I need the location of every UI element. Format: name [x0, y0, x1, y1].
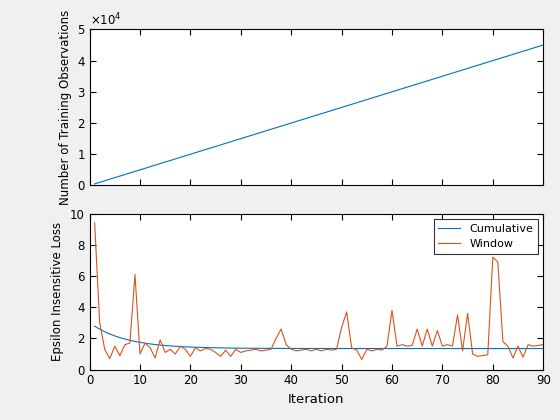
- Cumulative: [227, 346, 234, 351]
- Cumulative: [152, 342, 158, 347]
- Window: [525, 342, 531, 347]
- Window: [479, 353, 486, 358]
- Window: [91, 220, 98, 226]
- Window: [227, 354, 234, 359]
- Window: [152, 355, 158, 360]
- Window: [540, 342, 547, 347]
- Window: [469, 352, 476, 357]
- Cumulative: [464, 346, 471, 351]
- Window: [358, 357, 365, 362]
- Y-axis label: Epsilon Insensitive Loss: Epsilon Insensitive Loss: [52, 222, 64, 361]
- Cumulative: [404, 346, 410, 351]
- Window: [409, 343, 416, 348]
- Y-axis label: Number of Training Observations: Number of Training Observations: [59, 10, 72, 205]
- Cumulative: [91, 324, 98, 329]
- Cumulative: [474, 346, 481, 351]
- Cumulative: [540, 346, 547, 351]
- Line: Window: Window: [95, 223, 543, 360]
- X-axis label: Iteration: Iteration: [288, 393, 344, 406]
- Text: $\times10^4$: $\times10^4$: [90, 11, 122, 28]
- Line: Cumulative: Cumulative: [95, 326, 543, 349]
- Legend: Cumulative, Window: Cumulative, Window: [434, 219, 538, 254]
- Cumulative: [520, 346, 526, 351]
